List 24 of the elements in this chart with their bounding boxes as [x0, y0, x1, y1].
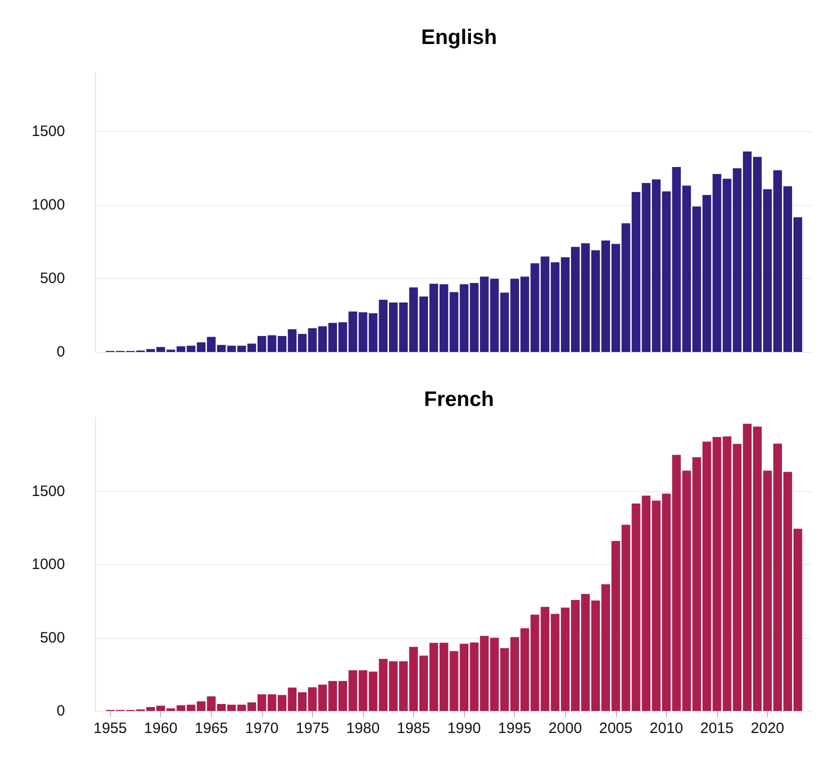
y-tick-label: 1500: [32, 482, 65, 500]
x-tick-label: 2010: [650, 720, 684, 737]
x-tick-label: 2000: [548, 720, 582, 737]
chart-title: French: [424, 388, 494, 411]
x-tick-label: 2015: [700, 720, 734, 737]
x-tick-label: 1970: [245, 720, 279, 737]
x-tick-label: 1995: [498, 720, 532, 737]
x-tick-label: 2020: [750, 720, 784, 737]
x-tick-label: 1990: [447, 720, 481, 737]
x-tick-label: 1980: [346, 720, 380, 737]
x-tick-label: 1985: [396, 720, 430, 737]
y-tick-label: 1500: [32, 123, 65, 140]
x-tick-label: 1975: [296, 720, 330, 737]
y-tick-label: 0: [56, 702, 65, 720]
chart-title: English: [421, 26, 497, 49]
x-tick-label: 2005: [599, 720, 632, 737]
y-tick-label: 1000: [32, 556, 65, 573]
y-tick-label: 1000: [32, 196, 65, 214]
y-tick-label: 500: [40, 270, 65, 288]
x-tick-label: 1960: [144, 720, 178, 737]
x-tick-label: 1955: [93, 720, 127, 737]
x-tick-label: 1965: [194, 720, 228, 737]
y-tick-label: 500: [40, 629, 65, 646]
y-tick-label: 0: [56, 344, 65, 360]
